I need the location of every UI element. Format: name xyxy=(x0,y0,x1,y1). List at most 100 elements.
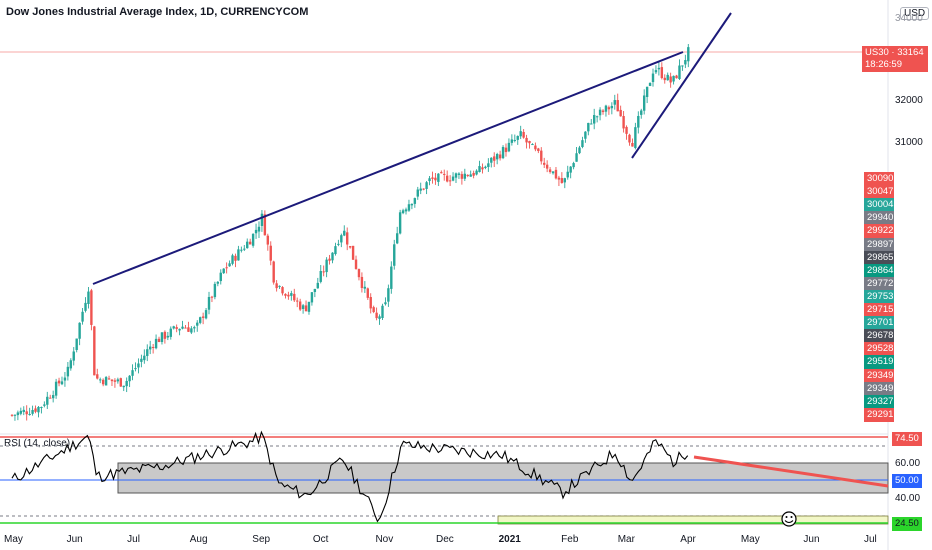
candle-body xyxy=(69,360,73,369)
candle-body xyxy=(513,139,517,141)
candle-body xyxy=(425,182,428,189)
candle-body xyxy=(104,377,108,386)
candle-body xyxy=(231,255,234,264)
candle-body xyxy=(72,351,75,361)
candle-body xyxy=(598,109,602,116)
x-axis-label: Aug xyxy=(189,534,208,545)
candle-body xyxy=(49,397,52,399)
candle-body xyxy=(107,378,111,380)
candle-body xyxy=(63,377,67,381)
price-level-badge: 29772 xyxy=(864,276,894,291)
rsi-red-trendline xyxy=(693,455,889,488)
candle-body xyxy=(490,157,493,163)
candle-body xyxy=(566,171,569,178)
candle-body xyxy=(304,305,308,312)
price-axis-label-31000: 31000 xyxy=(895,137,923,148)
candle-body xyxy=(663,77,666,81)
candle-body xyxy=(113,380,117,382)
candle-body xyxy=(225,267,228,269)
currency-button[interactable]: USD xyxy=(900,7,930,20)
candle-body xyxy=(37,406,40,413)
candle-body xyxy=(672,75,675,82)
candle-body xyxy=(457,173,461,175)
candle-body xyxy=(622,116,625,129)
candle-body xyxy=(463,173,467,179)
candle-body xyxy=(413,198,417,204)
candle-body xyxy=(96,374,99,379)
candle-body xyxy=(51,395,55,399)
candle-body xyxy=(554,169,558,179)
candle-body xyxy=(310,292,314,303)
candle-body xyxy=(540,150,543,162)
candle-body xyxy=(78,322,81,339)
candle-body xyxy=(563,178,566,183)
candle-body xyxy=(275,283,278,289)
candle-body xyxy=(551,171,555,174)
candle-body xyxy=(448,180,452,182)
candle-body xyxy=(248,241,252,245)
candle-body xyxy=(184,327,187,329)
candle-body xyxy=(578,147,581,154)
candle-body xyxy=(148,346,152,350)
candle-body xyxy=(404,209,408,212)
rsi-tick-60: 60.00 xyxy=(895,458,921,469)
candle-body xyxy=(13,414,17,416)
rsi-yellow-box xyxy=(497,515,889,525)
candle-body xyxy=(322,271,325,273)
candle-body xyxy=(416,189,419,197)
x-axis-label: Mar xyxy=(617,534,635,545)
candle-body xyxy=(204,310,208,319)
candle-body xyxy=(99,379,102,381)
candle-body xyxy=(569,166,572,173)
candle-body xyxy=(434,177,437,181)
candle-body xyxy=(116,379,120,382)
candle-body xyxy=(257,226,261,232)
candle-body xyxy=(572,163,575,168)
candle-body xyxy=(343,230,346,236)
price-level-badge: 29528 xyxy=(864,342,894,357)
candle-body xyxy=(354,259,358,269)
candle-body xyxy=(378,316,381,319)
rsi-badge-low: 24.50 xyxy=(892,517,922,531)
candle-body xyxy=(625,126,628,134)
candle-body xyxy=(254,229,258,234)
candle-body xyxy=(584,131,587,139)
candle-body xyxy=(519,131,522,137)
candle-body xyxy=(163,331,167,339)
rsi-indicator-label[interactable]: RSI (14, close) xyxy=(4,438,71,449)
candle-body xyxy=(484,166,487,168)
x-axis-label: Nov xyxy=(375,534,394,545)
candle-body xyxy=(57,380,61,384)
candle-body xyxy=(616,100,619,112)
candle-body xyxy=(84,302,87,311)
candle-body xyxy=(287,294,290,297)
candle-body xyxy=(340,235,343,243)
candle-body xyxy=(193,327,196,329)
candle-body xyxy=(169,328,172,337)
candle-body xyxy=(166,335,170,338)
candle-body xyxy=(222,268,225,274)
candle-body xyxy=(346,232,349,245)
candle-body xyxy=(28,413,31,415)
x-axis-label: Apr xyxy=(680,534,696,545)
x-axis-label: May xyxy=(740,534,760,545)
candle-body xyxy=(110,379,114,382)
candle-body xyxy=(181,326,184,329)
candle-body xyxy=(263,214,267,236)
candle-body xyxy=(525,137,528,143)
candle-body xyxy=(534,145,537,150)
candle-body xyxy=(384,302,387,305)
candle-body xyxy=(125,380,128,387)
candle-body xyxy=(75,338,78,351)
candle-body xyxy=(410,203,414,206)
candle-body xyxy=(454,173,458,178)
candle-body xyxy=(172,326,175,329)
candle-body xyxy=(543,162,546,165)
candle-body xyxy=(545,164,549,169)
candle-body xyxy=(201,316,205,318)
candle-body xyxy=(269,245,272,261)
candle-body xyxy=(243,248,246,250)
candle-body xyxy=(16,412,20,416)
candle-body xyxy=(357,269,361,278)
candle-body xyxy=(131,370,134,376)
